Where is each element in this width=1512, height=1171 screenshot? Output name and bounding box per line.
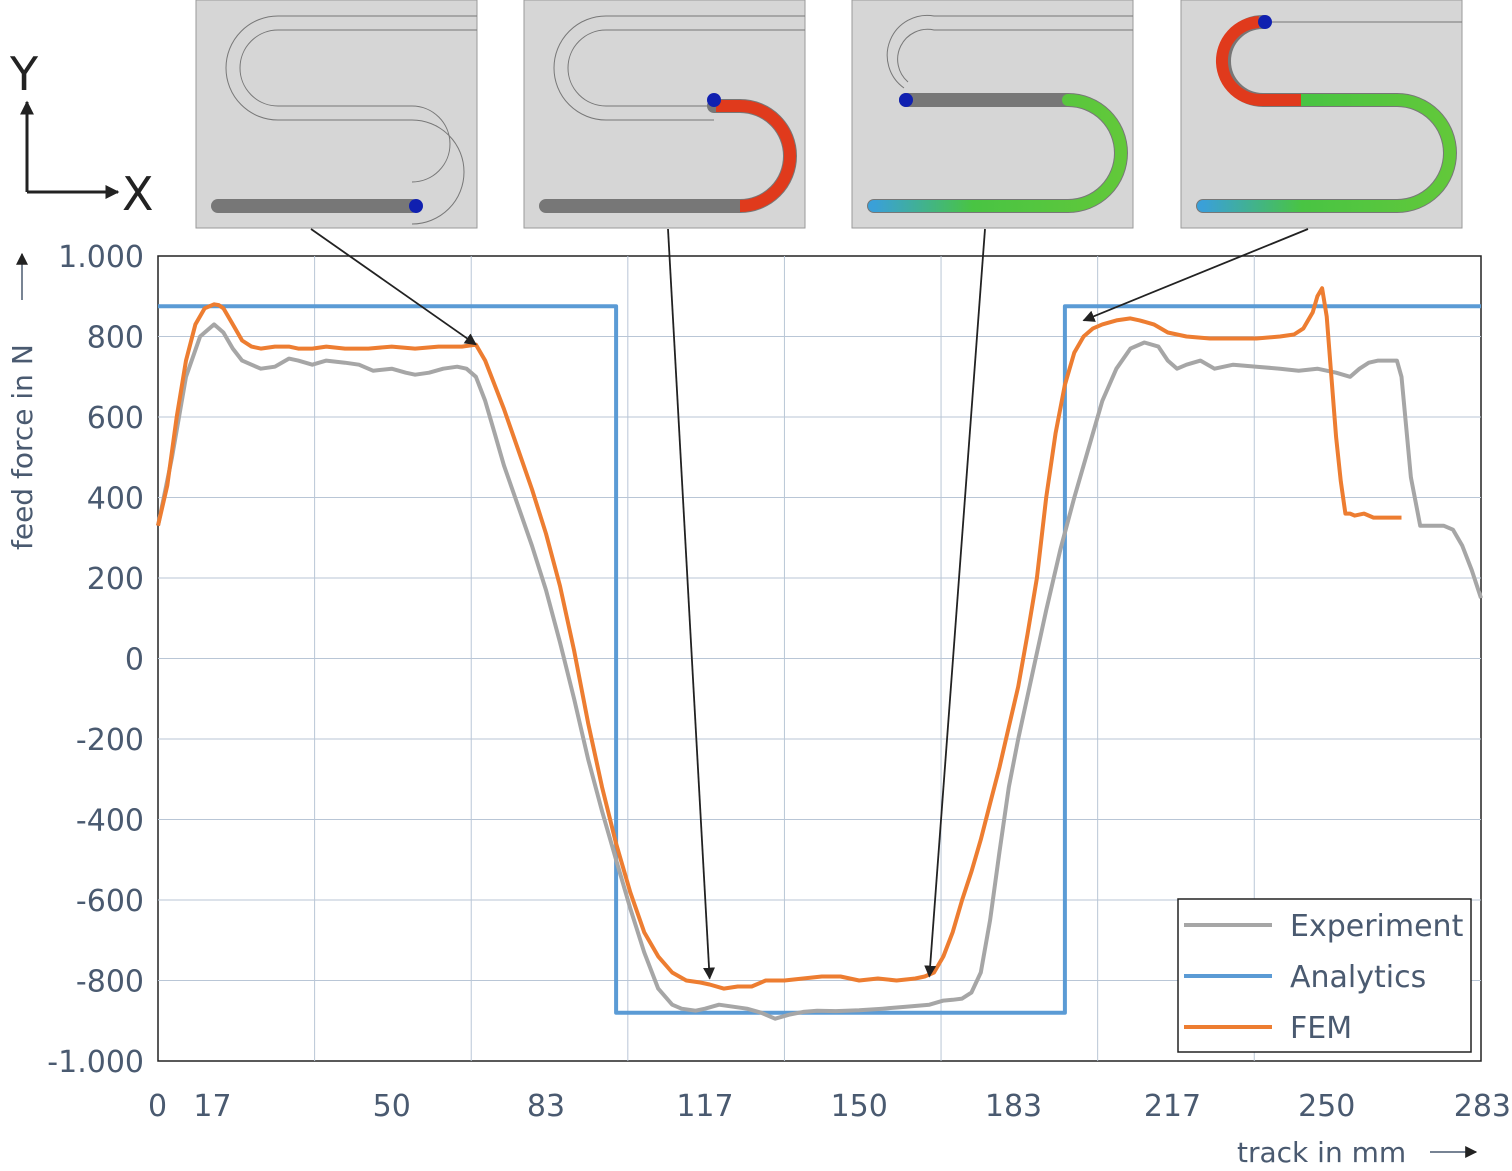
y-tick-label: 400 (87, 482, 144, 517)
simulation-snapshot-3 (851, 0, 1134, 229)
series-line-experiment (156, 322, 1483, 1021)
annotation-arrow-2 (667, 228, 716, 980)
y-direction-label: Y (9, 47, 39, 101)
simulation-snapshot-1 (195, 0, 478, 229)
y-tick-label: -200 (76, 723, 144, 758)
x-tick-label: 117 (676, 1089, 733, 1124)
y-axis-label: feed force in N (6, 344, 39, 550)
x-tick-label: 217 (1144, 1089, 1201, 1124)
y-tick-labels: 1.000 800 600 400 200 0 -200 -400 -600 -800 -1.000 (47, 240, 144, 1080)
x-tick-label: 250 (1298, 1089, 1355, 1124)
y-tick-label: 1.000 (58, 240, 144, 275)
legend-label-fem: FEM (1290, 1011, 1352, 1046)
simulation-snapshot-4 (1180, 0, 1463, 229)
coordinate-indicator: Y X (9, 47, 154, 221)
x-tick-label: 17 (193, 1089, 231, 1124)
x-tick-label: 83 (527, 1089, 565, 1124)
y-tick-label: 600 (87, 401, 144, 436)
legend: Experiment Analytics FEM (1177, 898, 1472, 1053)
x-tick-label: 283 (1454, 1089, 1511, 1124)
y-tick-label: -400 (76, 804, 144, 839)
x-tick-label: 0 (148, 1089, 167, 1124)
annotation-arrow-1 (310, 228, 477, 346)
x-axis-label: track in mm (1237, 1136, 1406, 1169)
y-tick-label: 0 (125, 643, 144, 678)
annotation-arrow-3 (924, 228, 986, 978)
series-layer (156, 286, 1483, 1021)
x-tick-labels: 0 17 50 83 117 150 183 217 250 283 (148, 1089, 1511, 1124)
y-tick-label: 200 (87, 562, 144, 597)
annotation-arrow-4 (1082, 228, 1309, 322)
y-tick-label: -1.000 (47, 1045, 144, 1080)
annotation-layer (310, 228, 1309, 980)
y-tick-label: -600 (76, 884, 144, 919)
legend-label-experiment: Experiment (1290, 909, 1464, 944)
legend-label-analytics: Analytics (1290, 960, 1426, 995)
series-line-fem (156, 286, 1402, 991)
simulation-snapshot-2 (523, 0, 806, 229)
x-tick-label: 150 (831, 1089, 888, 1124)
y-tick-label: 800 (87, 321, 144, 356)
x-tick-label: 50 (373, 1089, 411, 1124)
y-tick-label: -800 (76, 965, 144, 1000)
x-tick-label: 183 (985, 1089, 1042, 1124)
x-direction-label: X (122, 167, 154, 221)
